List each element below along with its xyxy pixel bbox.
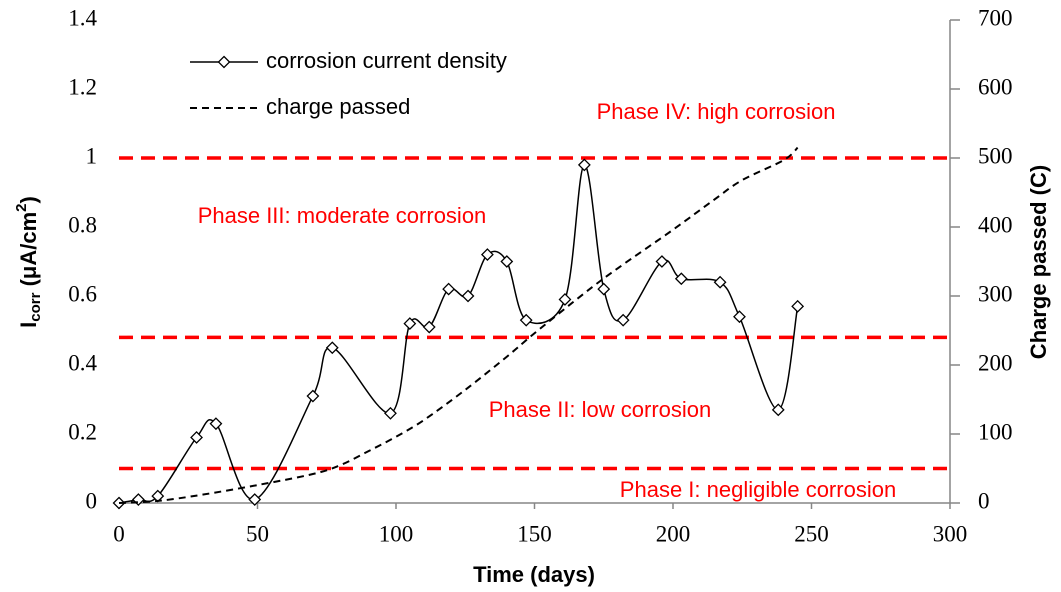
y-label-unit: (μA/cm <box>16 212 41 293</box>
y2-axis-label: Charge passed (C) <box>1026 165 1051 359</box>
data-marker <box>480 248 494 262</box>
phase-label: Phase II: low corrosion <box>489 397 712 422</box>
x-tick-label: 250 <box>794 521 829 546</box>
legend-marker <box>217 55 231 69</box>
legend-label: charge passed <box>266 94 410 119</box>
x-axis-label: Time (days) <box>473 562 595 587</box>
y-label-sub: corr <box>27 292 44 321</box>
y-tick-label: 0.8 <box>68 212 97 237</box>
x-tick-label: 150 <box>517 521 552 546</box>
data-marker <box>616 313 630 327</box>
y-axis-label: Icorr (μA/cm2) <box>13 196 44 328</box>
data-marker <box>519 313 533 327</box>
x-tick-label: 100 <box>379 521 414 546</box>
phase-label: Phase IV: high corrosion <box>597 99 836 124</box>
data-marker <box>597 282 611 296</box>
data-marker <box>791 299 805 313</box>
data-marker <box>771 403 785 417</box>
data-marker <box>558 293 572 306</box>
data-marker <box>500 255 514 268</box>
data-marker <box>403 317 417 331</box>
data-marker <box>306 389 320 403</box>
data-marker <box>577 158 591 172</box>
x-tick-label: 200 <box>656 521 691 546</box>
y-tick-label: 1.2 <box>68 74 97 99</box>
y-tick-label: 1 <box>86 143 98 168</box>
data-marker <box>422 320 436 334</box>
data-marker <box>190 431 203 444</box>
y2-tick-label: 300 <box>978 281 1013 306</box>
data-marker <box>248 493 262 506</box>
y2-tick-label: 600 <box>978 74 1013 99</box>
x-tick-label: 300 <box>933 521 968 546</box>
phase-label: Phase III: moderate corrosion <box>198 203 487 228</box>
y-tick-label: 0.2 <box>68 419 97 444</box>
data-marker <box>325 341 339 355</box>
x-tick-label: 0 <box>113 521 125 546</box>
phase-label: Phase I: negligible corrosion <box>620 477 896 502</box>
y-tick-label: 0.4 <box>68 350 97 375</box>
legend-label: corrosion current density <box>266 48 507 73</box>
data-marker <box>674 272 688 286</box>
data-marker <box>733 310 746 324</box>
data-marker <box>461 289 475 303</box>
y-label-close: ) <box>16 196 41 203</box>
y-label-sup: 2 <box>13 203 30 211</box>
y2-tick-label: 0 <box>978 488 990 513</box>
y2-tick-label: 400 <box>978 212 1013 237</box>
data-marker <box>713 275 727 289</box>
data-marker <box>384 406 397 420</box>
y-label-main: I <box>16 322 41 328</box>
y2-tick-label: 100 <box>978 419 1013 444</box>
data-marker <box>442 282 456 296</box>
data-marker <box>655 255 669 268</box>
series-line <box>118 146 799 504</box>
data-marker <box>209 417 223 431</box>
y-tick-label: 0 <box>86 488 98 513</box>
y-tick-label: 0.6 <box>68 281 97 306</box>
y2-tick-label: 500 <box>978 143 1013 168</box>
y2-tick-label: 700 <box>978 5 1013 30</box>
x-tick-label: 50 <box>246 521 269 546</box>
y2-tick-label: 200 <box>978 350 1013 375</box>
y-tick-label: 1.4 <box>68 5 97 30</box>
